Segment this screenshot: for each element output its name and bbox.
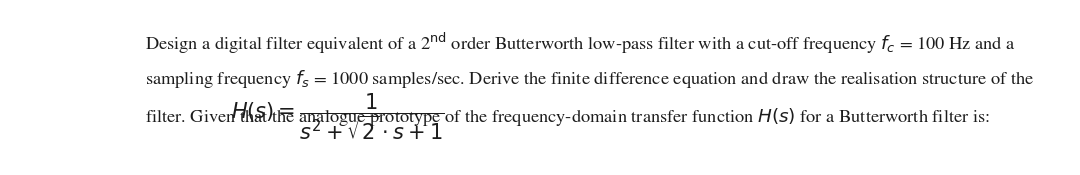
Text: $H(s) = \dfrac{1}{s^2 + \sqrt{2} \cdot s + 1}$: $H(s) = \dfrac{1}{s^2 + \sqrt{2} \cdot s…: [231, 91, 445, 142]
Text: Design a digital filter equivalent of a 2$^{\mathrm{nd}}$ order Butterworth low-: Design a digital filter equivalent of a …: [145, 30, 1016, 56]
Text: filter. Given that the analogue prototype of the frequency-domain transfer funct: filter. Given that the analogue prototyp…: [145, 106, 990, 128]
Text: sampling frequency $f_s$ = 1000 samples/sec. Derive the finite difference equati: sampling frequency $f_s$ = 1000 samples/…: [145, 68, 1035, 90]
